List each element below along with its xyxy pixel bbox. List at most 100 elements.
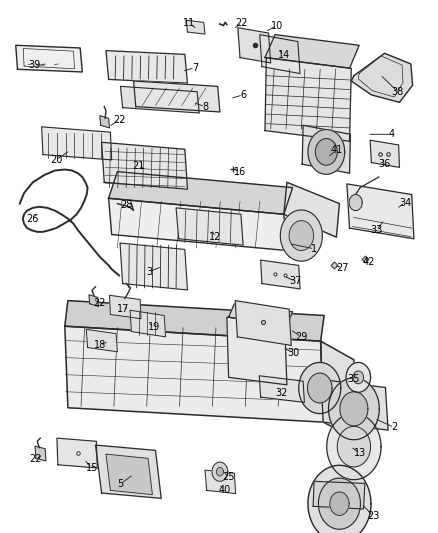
Polygon shape	[308, 130, 345, 174]
Text: 41: 41	[330, 146, 343, 155]
Polygon shape	[302, 125, 350, 173]
Polygon shape	[227, 317, 287, 385]
Polygon shape	[280, 210, 322, 261]
Polygon shape	[313, 481, 365, 509]
Text: 21: 21	[132, 161, 144, 171]
Polygon shape	[106, 51, 187, 83]
Text: 1: 1	[311, 244, 318, 254]
Polygon shape	[216, 467, 223, 476]
Polygon shape	[347, 184, 414, 239]
Polygon shape	[370, 140, 399, 167]
Polygon shape	[330, 492, 349, 515]
Polygon shape	[106, 454, 152, 495]
Text: 7: 7	[192, 63, 198, 72]
Text: 22: 22	[236, 18, 248, 28]
Polygon shape	[102, 142, 187, 189]
Text: 19: 19	[148, 322, 160, 332]
Polygon shape	[16, 45, 82, 72]
Polygon shape	[351, 53, 413, 102]
Text: 6: 6	[240, 90, 246, 100]
Polygon shape	[235, 301, 291, 345]
Polygon shape	[261, 260, 300, 289]
Text: 27: 27	[336, 263, 349, 272]
Text: 42: 42	[363, 257, 375, 267]
Text: 25: 25	[223, 472, 235, 482]
Polygon shape	[308, 465, 371, 533]
Text: 17: 17	[117, 304, 130, 314]
Polygon shape	[321, 379, 388, 430]
Polygon shape	[109, 172, 293, 214]
Polygon shape	[65, 326, 323, 422]
Polygon shape	[321, 341, 357, 440]
Text: 40: 40	[218, 486, 230, 495]
Polygon shape	[307, 373, 332, 403]
Polygon shape	[35, 446, 46, 461]
Text: 14: 14	[278, 50, 290, 60]
Polygon shape	[110, 295, 141, 319]
Text: 34: 34	[399, 198, 411, 207]
Polygon shape	[176, 208, 243, 245]
Polygon shape	[134, 81, 220, 112]
Text: 32: 32	[275, 389, 287, 398]
Text: 39: 39	[28, 60, 40, 70]
Polygon shape	[120, 243, 187, 290]
Polygon shape	[42, 127, 112, 160]
Text: 16: 16	[234, 167, 246, 176]
Polygon shape	[130, 310, 166, 337]
Text: 33: 33	[371, 225, 383, 235]
Polygon shape	[318, 478, 360, 529]
Text: 2: 2	[391, 423, 397, 432]
Text: 11: 11	[183, 18, 195, 28]
Text: 35: 35	[348, 375, 360, 384]
Polygon shape	[205, 470, 236, 494]
Text: 13: 13	[354, 448, 366, 458]
Text: 30: 30	[287, 348, 300, 358]
Polygon shape	[212, 462, 228, 481]
Polygon shape	[229, 304, 293, 325]
Polygon shape	[57, 438, 97, 468]
Polygon shape	[289, 221, 314, 251]
Polygon shape	[337, 426, 371, 467]
Text: 4: 4	[389, 130, 395, 139]
Polygon shape	[86, 329, 117, 352]
Text: 15: 15	[86, 463, 98, 473]
Polygon shape	[284, 182, 339, 237]
Text: 18: 18	[94, 341, 106, 350]
Polygon shape	[186, 20, 205, 34]
Polygon shape	[299, 362, 341, 414]
Text: 26: 26	[27, 214, 39, 223]
Polygon shape	[353, 371, 364, 384]
Polygon shape	[109, 198, 287, 251]
Text: 37: 37	[290, 277, 302, 286]
Text: 23: 23	[367, 511, 379, 521]
Text: 22: 22	[30, 455, 42, 464]
Text: 22: 22	[113, 115, 125, 125]
Text: 3: 3	[146, 267, 152, 277]
Polygon shape	[328, 378, 379, 440]
Polygon shape	[95, 445, 161, 498]
Polygon shape	[265, 58, 351, 141]
Text: 29: 29	[295, 332, 307, 342]
Polygon shape	[120, 86, 199, 113]
Polygon shape	[265, 35, 359, 68]
Polygon shape	[260, 35, 300, 74]
Polygon shape	[89, 295, 99, 306]
Text: 8: 8	[202, 102, 208, 111]
Polygon shape	[340, 392, 368, 426]
Polygon shape	[65, 301, 324, 341]
Text: 10: 10	[271, 21, 283, 30]
Polygon shape	[349, 195, 362, 211]
Polygon shape	[315, 139, 337, 165]
Polygon shape	[346, 362, 371, 392]
Polygon shape	[100, 116, 110, 128]
Text: 12: 12	[209, 232, 222, 242]
Text: 36: 36	[378, 159, 391, 169]
Polygon shape	[327, 414, 381, 480]
Polygon shape	[259, 376, 304, 402]
Text: 5: 5	[117, 479, 124, 489]
Text: 38: 38	[392, 87, 404, 96]
Text: 22: 22	[94, 298, 106, 308]
Polygon shape	[238, 28, 271, 63]
Text: 20: 20	[50, 155, 62, 165]
Text: 28: 28	[120, 200, 132, 210]
